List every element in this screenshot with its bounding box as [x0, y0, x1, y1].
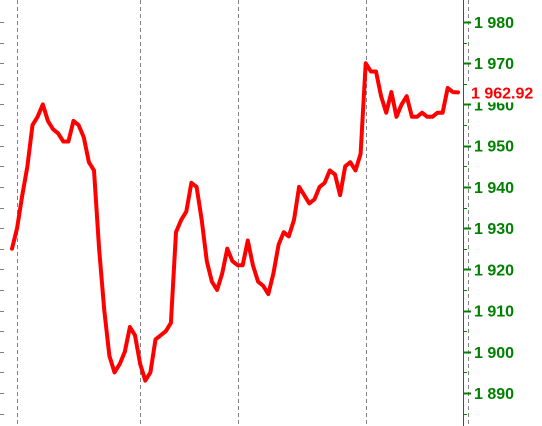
y-tick-label: 1 980	[474, 15, 514, 32]
price-series-line	[10, 61, 460, 383]
y-tick-label: 1 940	[474, 180, 514, 197]
y-tick-label: 1 890	[474, 386, 514, 403]
last-value-label: 1 962.92	[471, 85, 533, 102]
vertical-dividers	[17, 0, 469, 426]
y-tick-label: 1 970	[474, 56, 514, 73]
left-edge-ticks	[0, 22, 4, 415]
y-tick-label: 1 910	[474, 304, 514, 321]
last-value-badge: 1 962.92	[468, 82, 540, 103]
y-tick-label: 1 900	[474, 345, 514, 362]
last-value-background	[468, 82, 540, 103]
y-tick-label: 1 950	[474, 139, 514, 156]
y-tick-label: 1 930	[474, 221, 514, 238]
y-tick-label: 1 920	[474, 262, 514, 279]
